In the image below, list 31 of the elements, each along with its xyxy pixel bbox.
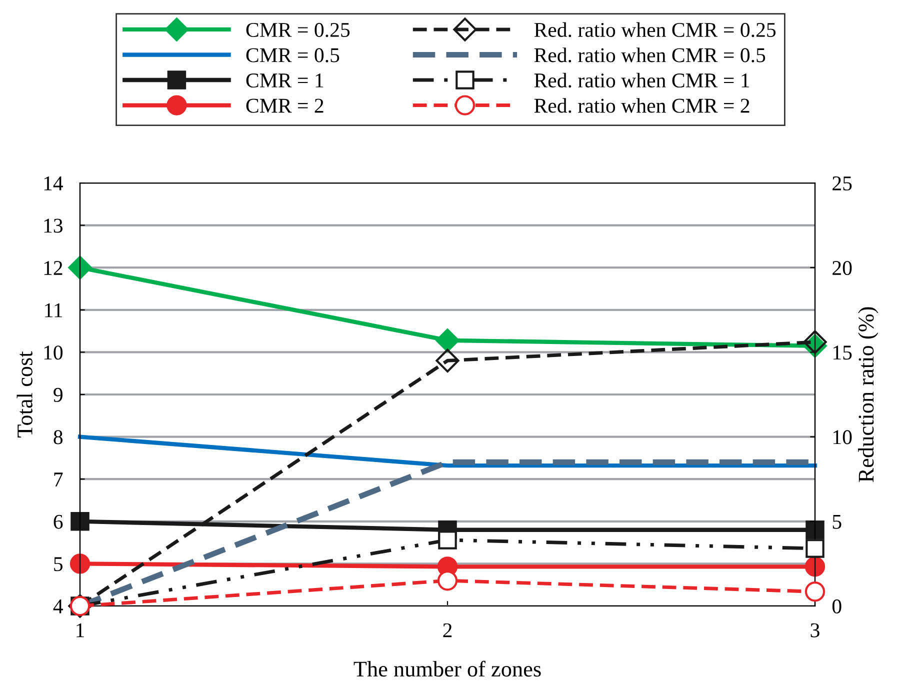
y-tick-label: 13 (44, 218, 63, 233)
y-tick-label: 7 (54, 472, 63, 486)
legend-label: CMR = 0.5 (246, 48, 340, 62)
legend-label: Red. ratio when CMR = 2 (534, 98, 750, 113)
y2-tick-label: 15 (834, 346, 852, 360)
y-axis-title: Total cost (16, 351, 32, 438)
y-tick-label: 10 (44, 346, 63, 360)
y-tick-label: 9 (54, 388, 62, 402)
y2-axis-title: Reduction ratio (%) (858, 307, 878, 482)
y2-tick-label: 25 (832, 176, 852, 190)
y2-tick-label: 0 (832, 599, 842, 614)
y-tick-label: 11 (45, 303, 62, 318)
y-tick-label: 6 (54, 514, 63, 529)
y-tick-label: 12 (44, 261, 62, 275)
legend-label: CMR = 1 (246, 74, 324, 88)
legend-label: Red. ratio when CMR = 0.5 (534, 48, 766, 62)
x-tick-label: 1 (76, 623, 84, 638)
y2-tick-label: 10 (834, 430, 852, 444)
y2-tick-label: 5 (832, 514, 842, 529)
x-tick-label: 2 (443, 623, 452, 638)
x-axis-title: The number of zones (354, 660, 541, 677)
y-tick-label: 8 (54, 430, 63, 444)
x-tick-label: 3 (810, 623, 820, 638)
legend-label: Red. ratio when CMR = 1 (534, 72, 750, 88)
legend-label: Red. ratio when CMR = 0.25 (534, 22, 776, 38)
y-tick-label: 14 (44, 176, 64, 190)
y-tick-label: 4 (53, 600, 64, 614)
legend-label: CMR = 0.25 (246, 22, 350, 38)
legend-label: CMR = 2 (246, 98, 324, 113)
y-tick-label: 5 (54, 557, 63, 572)
y2-tick-label: 20 (832, 260, 852, 276)
